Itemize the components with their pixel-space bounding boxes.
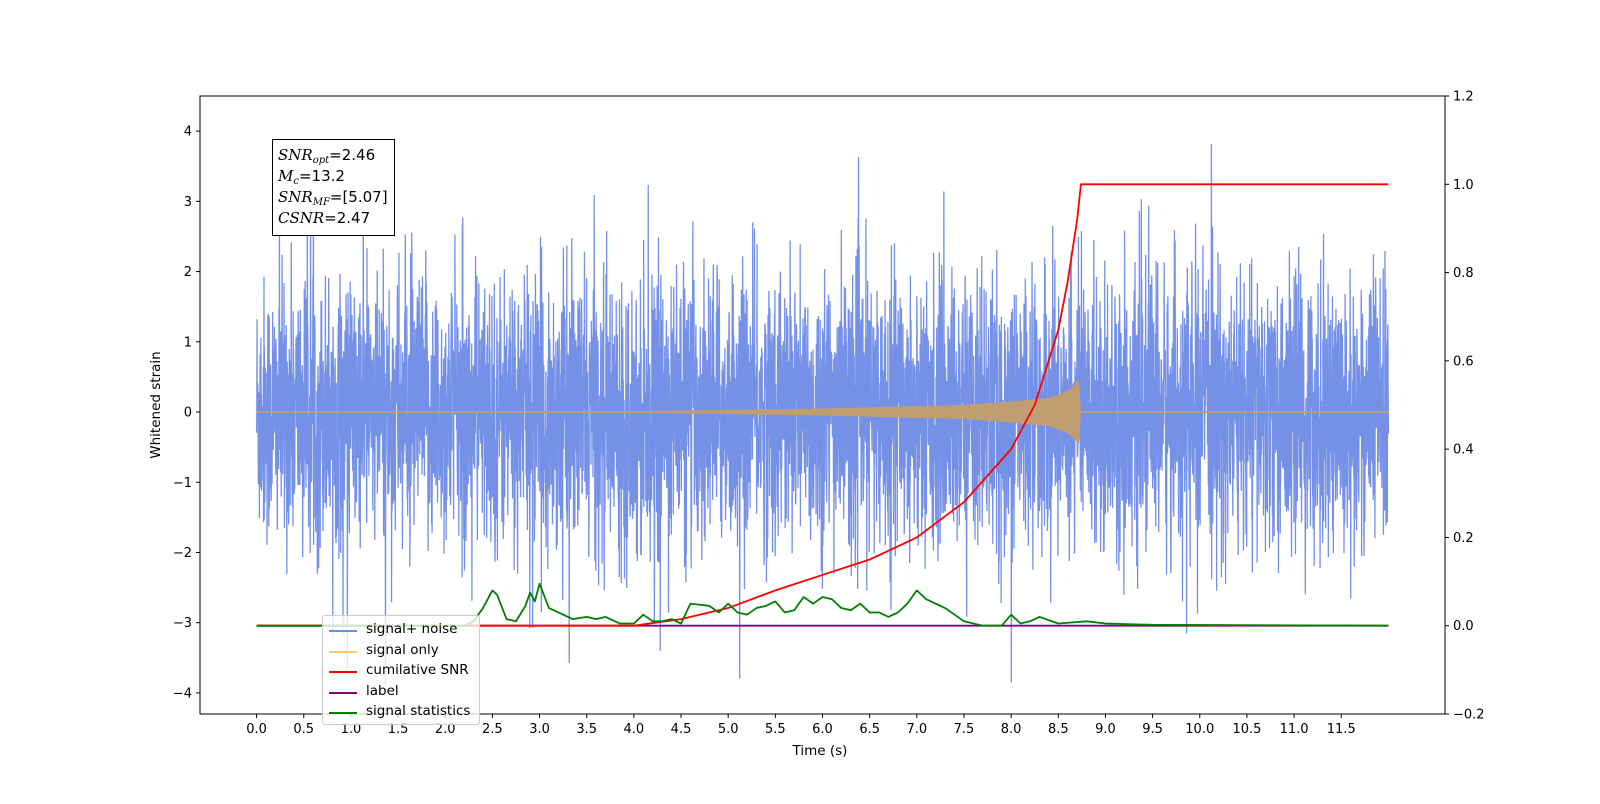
- y2-tick-label: 1.2: [1453, 90, 1474, 105]
- x-tick-label: 7.5: [954, 722, 975, 737]
- legend-label: cumilative SNR: [366, 662, 469, 678]
- y2-tick-label: 0.6: [1453, 354, 1474, 369]
- y2-tick-label: 0.2: [1453, 531, 1474, 546]
- metrics-annotation-box: SNRopt=2.46 Mc=13.2 SNRMF=[5.07] CSNR=2.…: [272, 139, 395, 236]
- legend-swatch-label: [329, 691, 357, 694]
- x-tick-label: 10.5: [1232, 722, 1261, 737]
- legend-item-cumulative-snr: cumilative SNR: [323, 661, 479, 681]
- y-tick-label: −1: [173, 476, 192, 491]
- x-tick-label: 3.5: [576, 722, 597, 737]
- x-tick-label: 8.0: [1001, 722, 1022, 737]
- csnr-annotation: CSNR=2.47: [278, 209, 371, 227]
- x-tick-label: 5.0: [718, 722, 739, 737]
- x-tick-label: 10.0: [1185, 722, 1214, 737]
- y-axis-label: Whitened strain: [148, 351, 164, 458]
- x-tick-label: 8.5: [1048, 722, 1069, 737]
- x-tick-label: 9.0: [1095, 722, 1116, 737]
- x-tick-label: 5.5: [765, 722, 786, 737]
- x-tick-label: 0.5: [293, 722, 314, 737]
- series-cumulative-snr: [256, 183, 1389, 627]
- legend-item-signal-only: signal only: [323, 641, 479, 661]
- x-tick-label: 2.0: [435, 722, 456, 737]
- x-tick-label: 11.5: [1327, 722, 1356, 737]
- y-tick-label: 0: [184, 406, 192, 421]
- y2-tick-label: 0.8: [1453, 266, 1474, 281]
- y-tick-label: −3: [173, 616, 192, 631]
- y2-tick-label: −0.2: [1453, 708, 1485, 723]
- axis-layer: 0.0 0.5 1.0 1.5 2.0 2.5 3.0 3.5 4.0 4.5 5.0 5.5 6.0 6…: [173, 90, 1485, 738]
- y-tick-label: −4: [173, 686, 192, 701]
- y-tick-label: 1: [184, 335, 192, 350]
- legend-swatch-signal-only: [329, 650, 357, 653]
- snr-mf-annotation: SNRMF=[5.07]: [278, 188, 388, 208]
- legend-swatch-cumulative-snr: [329, 671, 357, 673]
- legend-label: label: [366, 682, 399, 699]
- y-tick-label: 3: [184, 195, 192, 210]
- y2-tick-label: 0.4: [1453, 443, 1474, 458]
- x-tick-label: 1.0: [341, 722, 362, 737]
- x-tick-label: 3.0: [529, 722, 550, 737]
- y-tick-label: 2: [184, 265, 192, 280]
- legend-item-label: label: [323, 682, 479, 702]
- x-tick-label: 0.0: [246, 722, 267, 737]
- legend-label: signal only: [366, 641, 439, 658]
- x-tick-label: 7.0: [906, 722, 927, 737]
- x-tick-label: 6.0: [812, 722, 833, 737]
- series-signal-statistics: [256, 582, 1389, 627]
- legend-swatch-signal-noise: [329, 630, 357, 632]
- legend-label: signal statistics: [366, 703, 471, 719]
- chirp-mass-annotation: Mc=13.2: [278, 167, 345, 187]
- series-signal-noise: [255, 144, 1390, 686]
- snr-opt-annotation: SNRopt=2.46: [278, 146, 376, 166]
- x-tick-label: 9.5: [1142, 722, 1163, 737]
- x-tick-label: 4.0: [624, 722, 645, 737]
- x-tick-label: 1.5: [388, 722, 409, 737]
- y-tick-label: −2: [173, 546, 192, 561]
- x-tick-label: 11.0: [1280, 722, 1309, 737]
- y2-tick-label: 0.0: [1453, 619, 1474, 634]
- legend-item-signal-statistics: signal statistics: [323, 702, 479, 722]
- legend-item-signal-noise: signal+ noise: [323, 620, 479, 640]
- legend-swatch-signal-statistics: [329, 712, 357, 714]
- x-tick-label: 2.5: [482, 722, 503, 737]
- y-tick-label: 4: [184, 125, 192, 140]
- y2-tick-label: 1.0: [1453, 178, 1474, 193]
- legend-label: signal+ noise: [366, 621, 458, 637]
- legend: signal+ noise signal only cumilative SNR…: [322, 615, 480, 725]
- x-axis-label: Time (s): [792, 743, 848, 759]
- x-tick-label: 4.5: [671, 722, 692, 737]
- x-tick-label: 6.5: [859, 722, 880, 737]
